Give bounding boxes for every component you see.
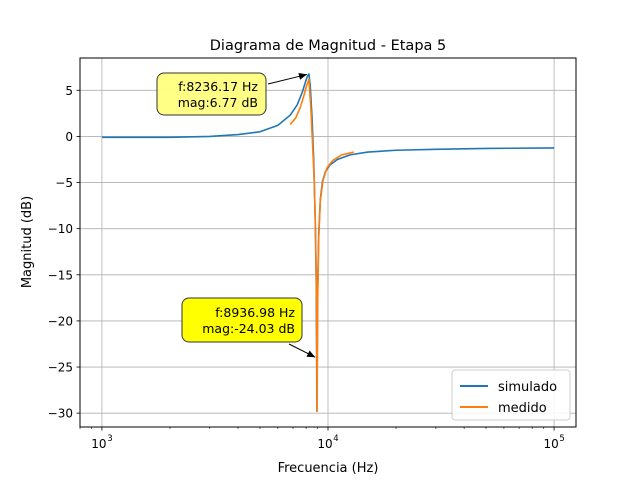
y-tick-label: −15 xyxy=(48,268,73,282)
x-tick-label: 10 xyxy=(317,437,332,451)
y-tick-label: 0 xyxy=(65,130,73,144)
y-tick-label: −20 xyxy=(48,314,73,328)
x-tick-exponent: 3 xyxy=(107,434,112,444)
annotation-arrowhead xyxy=(306,350,316,358)
x-tick-label: 10 xyxy=(91,437,106,451)
annotation-text: mag:6.77 dB xyxy=(178,95,258,110)
y-tick-label: −10 xyxy=(48,222,73,236)
y-tick-label: −25 xyxy=(48,361,73,375)
grid-lines xyxy=(80,58,576,427)
annotation-text: f:8236.17 Hz xyxy=(178,79,258,94)
annotation-text: mag:-24.03 dB xyxy=(202,321,295,336)
annotation-arrowhead xyxy=(298,72,308,80)
annotation-text: f:8936.98 Hz xyxy=(215,305,295,320)
series-line-medido xyxy=(289,78,354,413)
y-tick-label: −30 xyxy=(48,407,73,421)
series-layer xyxy=(101,73,555,413)
legend-label-simulado: simulado xyxy=(498,380,557,395)
annotation-box xyxy=(181,297,303,343)
x-tick-label: 10 xyxy=(543,437,558,451)
x-tick-exponent: 5 xyxy=(559,434,564,444)
y-tick-label: 5 xyxy=(65,84,73,98)
legend: simulado medido xyxy=(451,369,571,421)
legend-label-medido: medido xyxy=(498,401,547,416)
chart-title: Diagrama de Magnitud - Etapa 5 xyxy=(210,38,447,54)
y-axis-label: Magnitud (dB) xyxy=(20,196,35,288)
annotation-box xyxy=(156,72,267,116)
y-tick-label: −5 xyxy=(55,176,73,190)
x-axis-label: Frecuencia (Hz) xyxy=(278,461,379,476)
x-tick-exponent: 4 xyxy=(333,434,338,444)
